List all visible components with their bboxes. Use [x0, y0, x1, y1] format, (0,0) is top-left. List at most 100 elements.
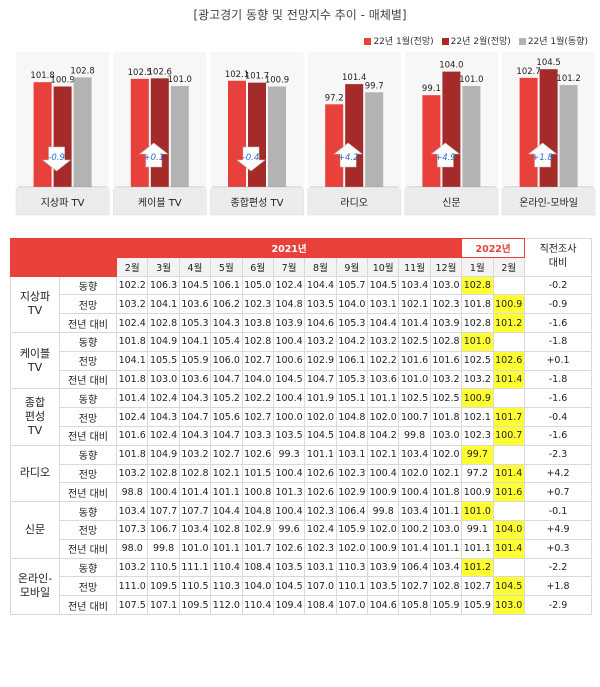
table-cell: 107.0 [304, 576, 337, 597]
month-header: 5월 [210, 256, 243, 277]
media-label-line: 모바일 [19, 586, 51, 600]
header-blank [10, 238, 117, 277]
data-label: 99.7 [365, 81, 384, 91]
table-cell: 101.1 [429, 538, 463, 559]
bar [462, 86, 481, 187]
table-cell: 102.8 [429, 331, 463, 352]
last-cell: +4.9 [524, 519, 592, 540]
table-cell: 97.2 [461, 463, 494, 484]
table-cell: 103.2 [366, 331, 400, 352]
table-row: 전망 103.2 104.1 103.6 106.2 102.3 104.8 103.5 104… [11, 294, 592, 315]
table-row: 전망 103.2 102.8 102.8 102.1 101.5 100.4 102.6 102… [11, 463, 592, 484]
table-cell: 104.5 [366, 275, 400, 296]
table-row: 종합 편성 TV 동향 101.4 102.4 104.3 105.2 102.2 100.4 10… [10, 388, 592, 446]
table-cell: 104.6 [366, 595, 400, 615]
last-cell: -0.4 [524, 407, 592, 427]
table-row: 전년 대비 101.8 103.0 103.6 104.7 104.0 104.5 104.7… [11, 369, 592, 390]
table-cell: 103.4 [178, 519, 212, 540]
table-cell: 105.3 [335, 313, 369, 333]
last-cell: -2.9 [524, 595, 592, 615]
row-label: 동향 [59, 557, 117, 578]
table-cell: 101.4 [398, 538, 431, 559]
table-cell: 103.4 [398, 275, 431, 296]
table-cell: 102.3 [304, 538, 337, 559]
bar [519, 77, 538, 187]
category-label: 지상파 TV [41, 197, 85, 209]
table-cell: 101.2 [492, 313, 525, 333]
table-row: 온라인- 모바일 동향 103.2 110.5 111.1 110.4 108.4 103.5 1… [10, 557, 592, 615]
row-label: 전망 [59, 463, 117, 484]
table-cell: 103.2 [115, 294, 149, 315]
last-cell: -2.3 [524, 444, 592, 465]
table-cell: 107.7 [147, 501, 180, 521]
table-cell: 105.0 [241, 275, 274, 296]
table-cell: 106.7 [147, 519, 180, 540]
row-label: 동향 [59, 275, 117, 296]
bar [422, 95, 441, 187]
data-label: 101.0 [459, 75, 483, 85]
media-label-line: 종합 [24, 396, 46, 410]
category-strip [404, 188, 499, 216]
change-label: -0.9 [48, 153, 65, 163]
table-cell: 104.2 [335, 331, 369, 352]
table-cell: 102.9 [335, 482, 369, 503]
bar [559, 85, 578, 187]
row-label: 전망 [59, 350, 117, 371]
month-header: 4월 [178, 256, 212, 277]
table-cell: 103.9 [272, 313, 306, 333]
table-cell: 99.6 [272, 519, 306, 540]
arrow-up-icon [527, 142, 558, 168]
table-cell: 102.8 [241, 331, 274, 352]
media-label: 케이블 TV [10, 331, 60, 390]
table-cell: 102.8 [461, 275, 494, 296]
table-cell: 104.0 [241, 576, 274, 597]
table-cell: 105.9 [178, 350, 212, 371]
data-label: 104.5 [536, 58, 560, 68]
legend: 22년 1월(전망) 22년 2월(전망) 22년 1월(동향) [364, 34, 588, 47]
bar [73, 77, 92, 187]
table-row: 전년 대비 107.5 107.1 109.5 112.0 110.4 109.4 108.4… [11, 595, 592, 615]
table-cell: 106.1 [210, 275, 243, 296]
table-row: 전망 107.3 106.7 103.4 102.8 102.9 99.6 102.4 105.… [11, 519, 592, 540]
table-cell: 107.7 [178, 501, 212, 521]
table-cell: 102.2 [115, 275, 149, 296]
table-cell: 103.2 [115, 557, 149, 578]
table-cell: 109.5 [147, 576, 180, 597]
last-cell: -0.1 [524, 501, 592, 521]
media-label: 온라인- 모바일 [10, 557, 60, 615]
table-cell: 110.4 [210, 557, 243, 578]
table-cell: 102.4 [115, 407, 149, 427]
table-cell: 100.4 [272, 388, 306, 409]
month-header: 8월 [304, 256, 337, 277]
table-cell: 101.7 [492, 407, 525, 427]
table-cell: 102.7 [241, 407, 274, 427]
last-cell: +0.1 [524, 350, 592, 371]
table-cell: 103.5 [304, 294, 337, 315]
table-cell: 104.8 [335, 407, 369, 427]
legend-label: 22년 2월(전망) [450, 37, 511, 47]
table-cell: 99.7 [461, 444, 494, 465]
table-cell: 102.6 [304, 482, 337, 503]
month-header: 1월 [461, 256, 494, 277]
table-cell: 106.1 [335, 350, 369, 371]
last-cell: -0.9 [524, 294, 592, 315]
row-label: 전년 대비 [59, 369, 117, 390]
table-cell: 100.4 [398, 482, 431, 503]
table-cell: 99.8 [147, 538, 180, 559]
year-header-2022: 2022년 [461, 238, 525, 258]
table-cell: 103.2 [178, 444, 212, 465]
last-cell: +0.3 [524, 538, 592, 559]
table-cell: 101.1 [461, 538, 494, 559]
table-cell: 105.5 [147, 350, 180, 371]
last-cell: -1.8 [524, 331, 592, 352]
media-label: 종합 편성 TV [10, 388, 60, 446]
table-cell: 104.0 [335, 294, 369, 315]
media-label-line: TV [27, 360, 43, 374]
table-cell: 102.5 [398, 331, 431, 352]
table-cell [492, 444, 525, 465]
media-label: 신문 [10, 501, 60, 559]
table-cell: 105.4 [210, 331, 243, 352]
table-cell: 99.3 [272, 444, 306, 465]
table-cell: 110.5 [147, 557, 180, 578]
row-label: 전망 [59, 519, 117, 540]
